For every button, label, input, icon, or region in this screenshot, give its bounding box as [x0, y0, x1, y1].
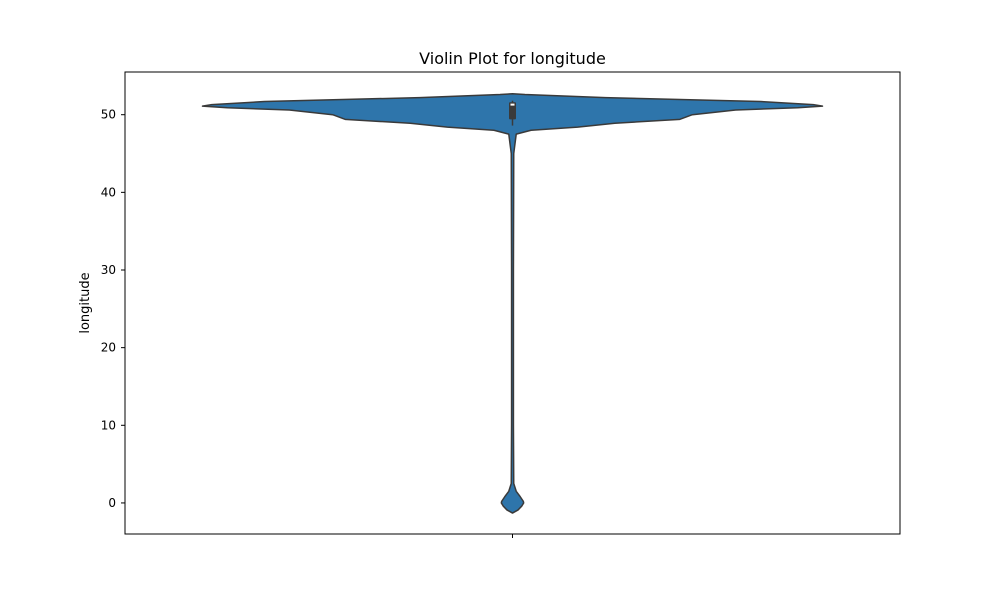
y-tick-label-4: 40	[101, 185, 116, 199]
chart-title: Violin Plot for longitude	[419, 49, 606, 68]
violin-body	[201, 92, 824, 514]
violin-median	[510, 103, 515, 106]
y-tick-label-2: 20	[101, 341, 116, 355]
y-axis-label: longitude	[78, 272, 93, 333]
y-tick-label-3: 30	[101, 263, 116, 277]
violin-group	[201, 92, 824, 514]
y-axis: 0 10 20 30 40 50	[101, 108, 125, 510]
violin-iqr-box	[509, 102, 516, 120]
y-tick-label-5: 50	[101, 108, 116, 122]
y-tick-label-1: 10	[101, 418, 116, 432]
y-tick-label-0: 0	[108, 496, 116, 510]
